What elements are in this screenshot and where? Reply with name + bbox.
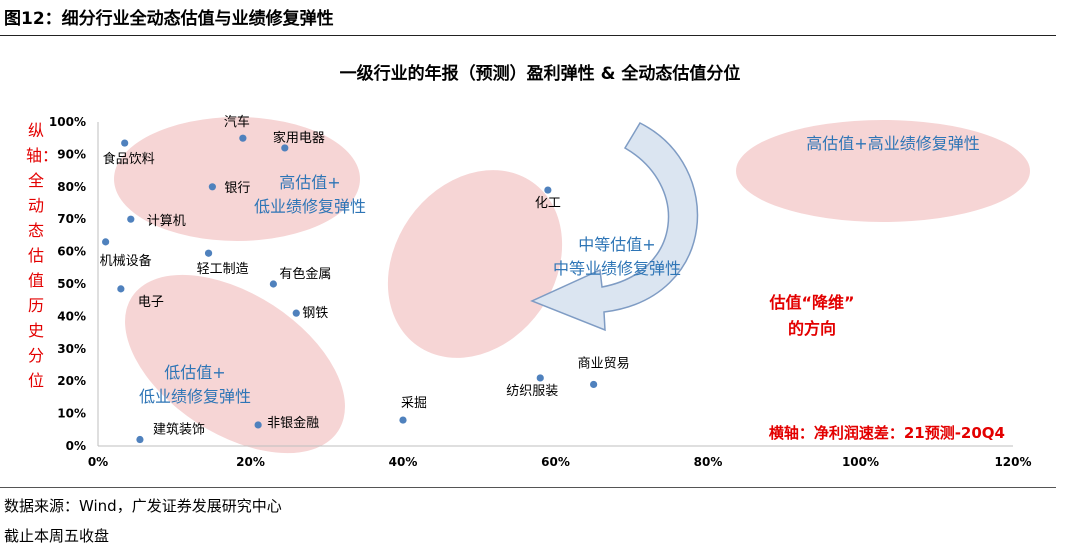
data-point-label: 纺织服装	[506, 384, 558, 399]
x-tick-label: 60%	[541, 455, 570, 469]
zone-ellipse-low-valuation	[125, 274, 345, 454]
zone-ellipse-mid-valuation	[387, 170, 563, 358]
ann-target-line: 高估值+高业绩修复弹性	[806, 134, 979, 153]
chart-title: 一级行业的年报（预测）盈利弹性 & 全动态估值分位	[340, 63, 741, 84]
ann-low-line: 低业绩修复弹性	[139, 387, 251, 406]
x-tick-label: 120%	[994, 455, 1031, 469]
annotation-low-valuation: 低估值+ 低业绩修复弹性	[139, 363, 251, 406]
data-point	[102, 238, 110, 246]
x-tick-label: 100%	[842, 455, 879, 469]
y-tick-label: 10%	[57, 407, 86, 421]
figure-title: 图12：细分行业全动态估值与业绩修复弹性	[4, 9, 334, 29]
data-point	[590, 380, 598, 389]
y-axis-ticks: 0% 10% 20% 30% 40% 50% 60% 70% 80% 90% 100%	[49, 115, 86, 453]
data-point	[117, 285, 125, 293]
scatter-chart: 一级行业的年报（预测）盈利弹性 & 全动态估值分位 0% 10% 20% 30% 40%…	[49, 63, 1032, 469]
x-tick-label: 0%	[88, 455, 108, 469]
y-tick-label: 100%	[49, 115, 86, 129]
y-tick-label: 40%	[57, 309, 86, 323]
data-source: 数据来源：Wind，广发证券发展研究中心	[4, 497, 282, 515]
annotation-mid-valuation: 中等估值+ 中等业绩修复弹性	[553, 235, 681, 278]
zone-layer	[114, 117, 1030, 454]
zone-ellipse-high-valuation	[114, 117, 360, 241]
y-tick-label: 0%	[66, 439, 86, 453]
data-points	[102, 134, 598, 444]
x-tick-label: 40%	[389, 455, 418, 469]
data-point	[254, 421, 262, 429]
data-point-label: 家用电器	[273, 130, 325, 146]
ann-mid-line: 中等业绩修复弹性	[553, 259, 681, 278]
data-point-label: 汽车	[224, 114, 250, 130]
data-point-label: 采掘	[401, 396, 427, 411]
y-axis-label: 纵轴：全动态估值历史分位	[26, 121, 59, 390]
data-point-label: 银行	[224, 181, 250, 196]
x-tick-label: 80%	[694, 455, 723, 469]
data-point	[399, 416, 407, 424]
data-point	[136, 435, 144, 444]
axes	[97, 122, 1013, 447]
annotation-direction: 估值“降维” 的方向	[768, 293, 854, 338]
data-point	[127, 215, 135, 223]
data-point	[204, 249, 213, 257]
ann-high-line: 高估值+	[279, 173, 340, 192]
bottom-rule	[0, 487, 1056, 488]
y-tick-label: 60%	[57, 245, 86, 259]
data-point-label: 机械设备	[100, 253, 152, 269]
annotation-high-valuation: 高估值+ 低业绩修复弹性	[254, 173, 366, 216]
y-tick-label: 90%	[57, 147, 86, 161]
data-point	[208, 183, 216, 191]
data-point-label: 有色金属	[279, 266, 331, 282]
data-point	[536, 374, 544, 382]
data-point-label: 建筑装饰	[153, 422, 205, 438]
x-axis-label: 横轴：净利润速差：21预测-20Q4	[769, 424, 1005, 442]
data-point-label: 计算机	[147, 214, 186, 229]
x-tick-label: 20%	[236, 455, 265, 469]
data-point-label: 化工	[535, 196, 561, 211]
data-point-label: 钢铁	[302, 306, 328, 321]
data-point	[292, 309, 300, 317]
data-point-label: 电子	[138, 295, 164, 310]
x-axis-ticks: 0% 20% 40% 60% 80% 100% 120%	[88, 455, 1032, 469]
y-tick-label: 70%	[57, 212, 86, 226]
direction-arrow	[530, 122, 699, 332]
footnote: 截止本周五收盘	[4, 527, 110, 545]
data-point	[269, 280, 277, 288]
ann-high-line: 低业绩修复弹性	[254, 197, 366, 216]
ann-dir-line: 估值“降维”	[768, 293, 854, 312]
data-point	[121, 139, 129, 147]
data-point	[281, 144, 289, 152]
data-point-label: 非银金融	[267, 415, 319, 431]
zone-ellipse-target	[736, 120, 1030, 222]
y-tick-label: 30%	[57, 342, 86, 356]
ann-low-line: 低估值+	[164, 363, 225, 382]
data-point	[544, 186, 552, 194]
top-rule	[0, 35, 1056, 36]
data-point-label: 商业贸易	[578, 356, 630, 371]
y-tick-label: 20%	[57, 374, 86, 388]
annotation-target: 高估值+高业绩修复弹性	[806, 134, 979, 153]
data-point	[239, 134, 247, 142]
data-point-label: 轻工制造	[197, 262, 249, 277]
ann-dir-line: 的方向	[788, 319, 836, 338]
ann-mid-line: 中等估值+	[578, 235, 655, 254]
y-tick-label: 50%	[57, 277, 86, 291]
y-tick-label: 80%	[57, 180, 86, 194]
data-point-label: 食品饮料	[103, 151, 155, 167]
